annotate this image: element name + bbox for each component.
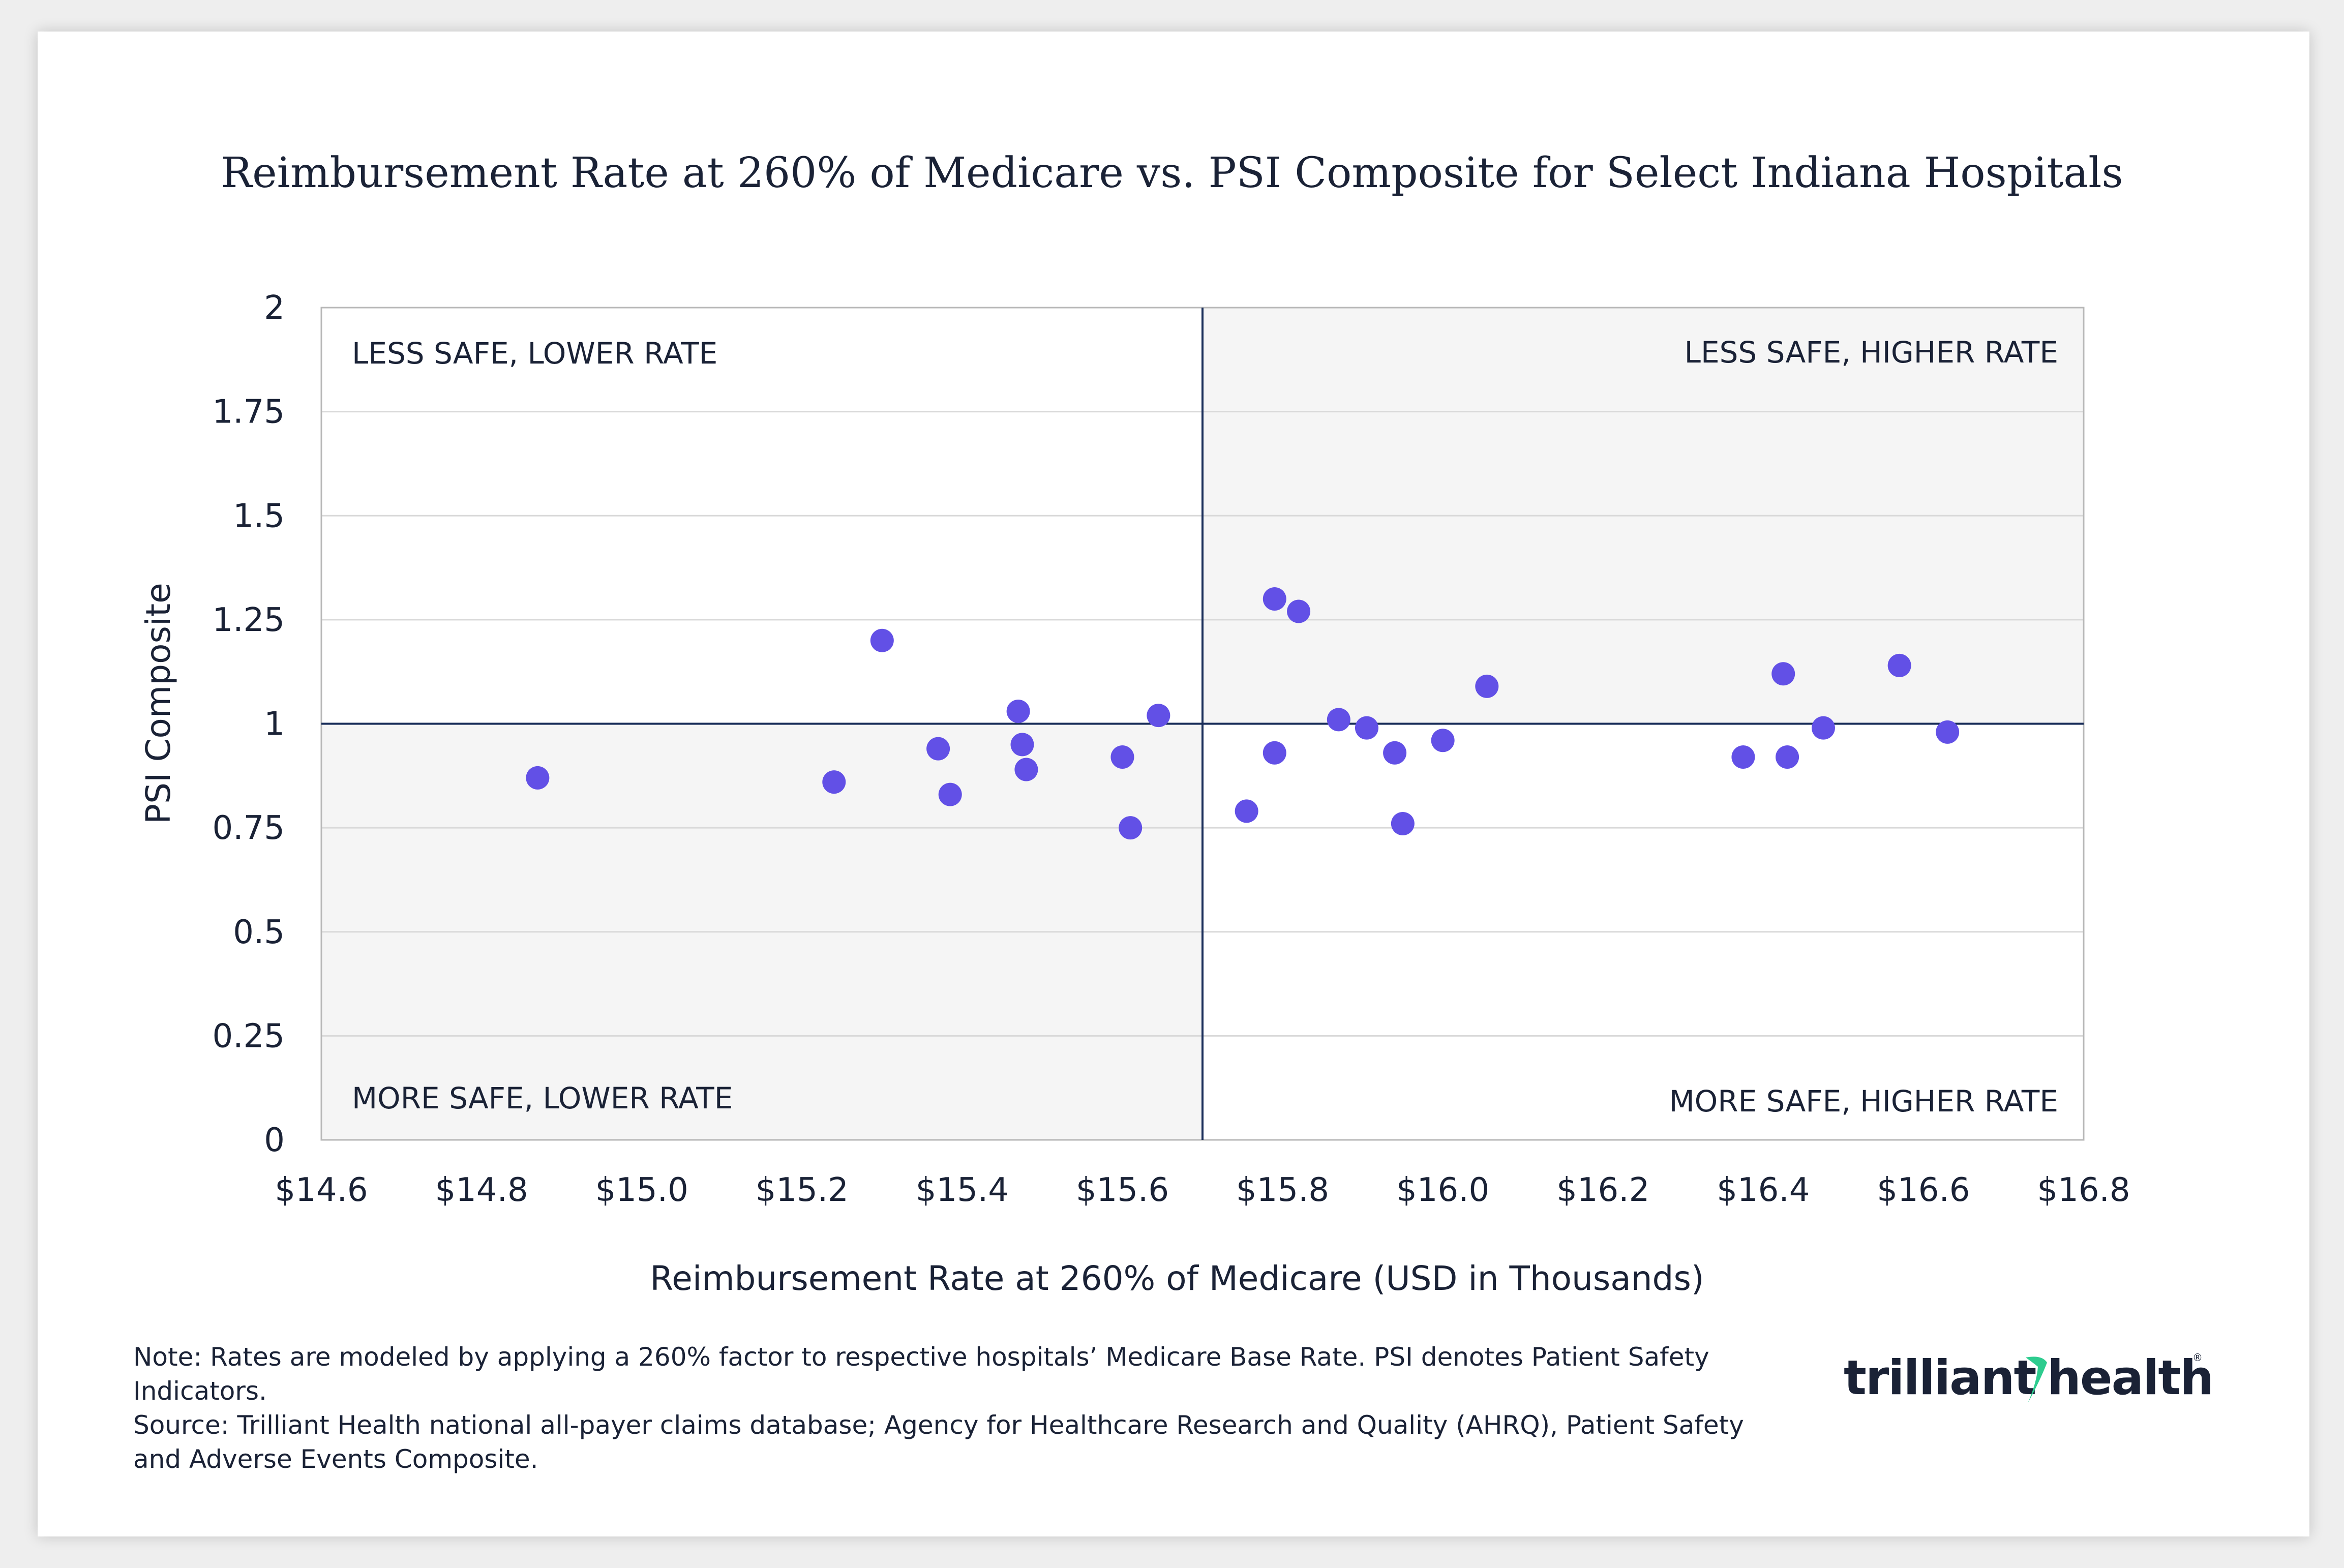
data-point xyxy=(1383,741,1407,765)
quadrant-label-top-left: LESS SAFE, LOWER RATE xyxy=(352,336,717,371)
data-point xyxy=(1731,745,1755,769)
data-point xyxy=(1119,816,1143,840)
y-axis-label: PSI Composite xyxy=(139,583,178,824)
x-axis-label: Reimbursement Rate at 260% of Medicare (… xyxy=(650,1259,1704,1298)
x-tick-label: $16.0 xyxy=(1396,1171,1489,1209)
quadrant-label-bottom-left: MORE SAFE, LOWER RATE xyxy=(352,1081,733,1115)
data-point xyxy=(1010,733,1034,757)
data-point xyxy=(1006,699,1030,723)
data-point xyxy=(1014,758,1038,781)
x-tick-label: $14.6 xyxy=(275,1171,368,1209)
x-tick-label: $16.8 xyxy=(2037,1171,2130,1209)
data-point xyxy=(1263,741,1286,765)
y-tick-label: 1.75 xyxy=(213,394,285,431)
x-tick-label: $16.6 xyxy=(1877,1171,1970,1209)
logo-registered-mark: ® xyxy=(2192,1351,2203,1364)
x-tick-label: $15.0 xyxy=(595,1171,688,1209)
data-point xyxy=(822,770,846,794)
data-point xyxy=(1327,708,1350,732)
data-point xyxy=(1235,799,1258,823)
footnote-note: Note: Rates are modeled by applying a 26… xyxy=(133,1342,1709,1406)
data-point xyxy=(938,782,962,806)
data-point xyxy=(1147,704,1170,728)
logo-swoosh-icon xyxy=(2026,1356,2047,1403)
y-tick-label: 0.75 xyxy=(213,809,285,847)
x-tick-label: $15.2 xyxy=(756,1171,849,1209)
y-tick-label: 0.5 xyxy=(233,914,285,951)
x-tick-label: $14.8 xyxy=(435,1171,528,1209)
trilliant-health-logo: trilliant health ® xyxy=(1844,1340,2214,1406)
data-point xyxy=(1936,720,1960,744)
data-point xyxy=(1263,587,1286,611)
data-point xyxy=(1287,599,1311,623)
data-point xyxy=(1355,716,1378,740)
data-point xyxy=(1887,653,1911,677)
data-point xyxy=(1431,729,1455,752)
footnote: Note: Rates are modeled by applying a 26… xyxy=(133,1340,1760,1476)
x-tick-label: $15.4 xyxy=(916,1171,1009,1209)
data-point xyxy=(1771,662,1795,686)
x-tick-label: $16.4 xyxy=(1717,1171,1810,1209)
quadrant-label-top-right: LESS SAFE, HIGHER RATE xyxy=(1685,335,2058,370)
y-tick-label: 1 xyxy=(264,706,285,743)
data-point xyxy=(1110,745,1134,769)
data-point xyxy=(1776,745,1799,769)
data-point xyxy=(1475,674,1499,698)
quadrant-label-bottom-right: MORE SAFE, HIGHER RATE xyxy=(1669,1084,2058,1119)
logo-text-trilliant: trilliant xyxy=(1844,1350,2036,1406)
x-tick-label: $15.8 xyxy=(1236,1171,1329,1209)
y-tick-label: 0 xyxy=(264,1122,285,1159)
x-tick-label: $15.6 xyxy=(1076,1171,1169,1209)
x-tick-label: $16.2 xyxy=(1556,1171,1649,1209)
y-tick-label: 0.25 xyxy=(213,1017,285,1055)
data-point xyxy=(1811,716,1835,740)
y-tick-label: 1.5 xyxy=(233,497,285,535)
logo-text-health: health xyxy=(2047,1350,2214,1406)
data-point xyxy=(526,766,550,790)
y-tick-label: 2 xyxy=(264,289,285,327)
data-point xyxy=(870,628,894,652)
chart-title: Reimbursement Rate at 260% of Medicare v… xyxy=(221,149,2123,197)
data-point xyxy=(926,737,950,761)
footnote-source: Source: Trilliant Health national all-pa… xyxy=(133,1410,1744,1474)
data-point xyxy=(1391,811,1415,835)
y-tick-label: 1.25 xyxy=(213,601,285,639)
